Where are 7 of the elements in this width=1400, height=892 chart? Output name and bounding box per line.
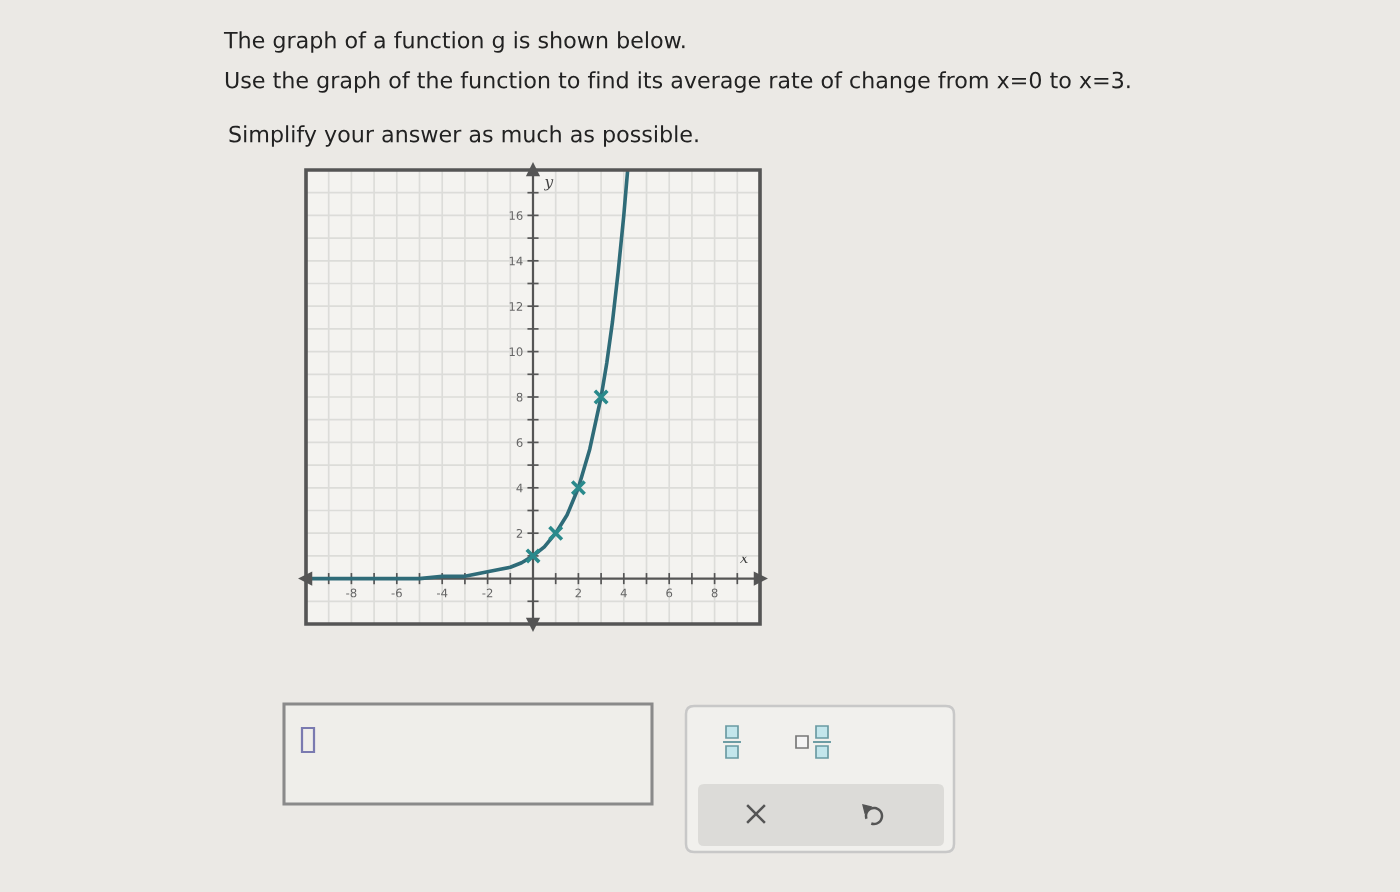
point xyxy=(570,479,587,496)
chart-subtitle: Use the graph of the function to find its average rate of change from x=0 to x=3. xyxy=(225,71,1130,93)
text: Simplify your answer as much as possible. xyxy=(229,125,698,147)
point xyxy=(547,525,564,542)
chart-title: The graph of a function g is shown below. xyxy=(223,31,685,53)
point xyxy=(524,547,542,564)
point xyxy=(593,388,610,406)
